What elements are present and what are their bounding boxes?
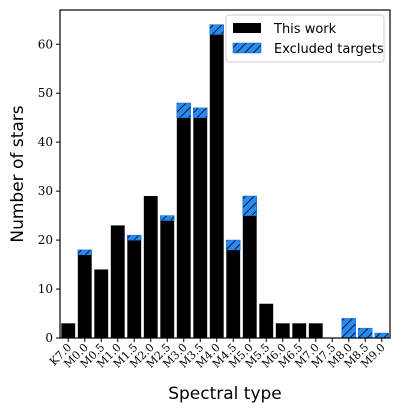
- bar-this-work-m1-0: [110, 225, 125, 338]
- legend: This work Excluded targets: [225, 14, 385, 63]
- bar-excluded-m0-0: [77, 249, 92, 256]
- bar-this-work-m3-0: [176, 117, 191, 338]
- bar-excluded-m9-0: [374, 332, 389, 339]
- legend-label-this-work: This work: [273, 22, 337, 37]
- bar-this-work-m5-0: [242, 215, 257, 338]
- bar-excluded-m4-0: [209, 24, 224, 35]
- plot-frame: [59, 9, 391, 339]
- bar-excluded-m8-5: [358, 327, 373, 339]
- bars-group: [61, 24, 389, 339]
- y-tick-label-30: 30: [38, 184, 53, 198]
- x-axis-ticks: K7.0M0.0M0.5M1.0M1.5M2.0M2.5M3.0M3.5M4.0…: [47, 338, 388, 370]
- bar-this-work-m6-0: [275, 323, 290, 338]
- legend-swatch-this-work: [233, 23, 261, 33]
- bar-this-work-k7-0: [61, 323, 76, 338]
- legend-swatch-excluded-targets: [232, 42, 262, 54]
- legend-box: [225, 14, 385, 63]
- y-axis-ticks: 0 10 20 30 40 50 60: [38, 37, 60, 345]
- y-tick-label-0: 0: [45, 331, 53, 345]
- bar-this-work-m3-5: [193, 117, 208, 338]
- y-tick-label-20: 20: [38, 233, 53, 247]
- bar-excluded-m3-0: [176, 102, 191, 119]
- bar-excluded-m2-5: [160, 215, 175, 221]
- bar-this-work-m2-5: [160, 220, 175, 338]
- bar-this-work-m0-5: [94, 269, 109, 338]
- bar-excluded-m4-5: [226, 239, 241, 251]
- bar-this-work-m1-5: [127, 240, 142, 338]
- y-tick-label-40: 40: [38, 135, 53, 149]
- y-tick-label-10: 10: [38, 282, 53, 296]
- bar-this-work-m4-5: [226, 249, 241, 338]
- bar-excluded-m5-0: [242, 195, 257, 216]
- y-tick-label-50: 50: [38, 86, 53, 100]
- bar-excluded-m8-0: [341, 318, 356, 339]
- bar-this-work-m5-5: [259, 303, 274, 338]
- bar-excluded-m3-5: [193, 107, 208, 119]
- bar-this-work-m2-0: [143, 196, 158, 338]
- x-axis-label: Spectral type: [168, 384, 282, 404]
- bar-excluded-m1-5: [127, 234, 142, 241]
- bar-this-work-m4-0: [209, 34, 224, 339]
- y-tick-label-60: 60: [38, 37, 53, 51]
- legend-label-excluded-targets: Excluded targets: [274, 42, 384, 57]
- bar-this-work-m7-0: [308, 323, 323, 338]
- bar-this-work-m6-5: [292, 323, 307, 338]
- bar-this-work-m0-0: [77, 254, 92, 338]
- y-axis-label: Number of stars: [8, 105, 28, 242]
